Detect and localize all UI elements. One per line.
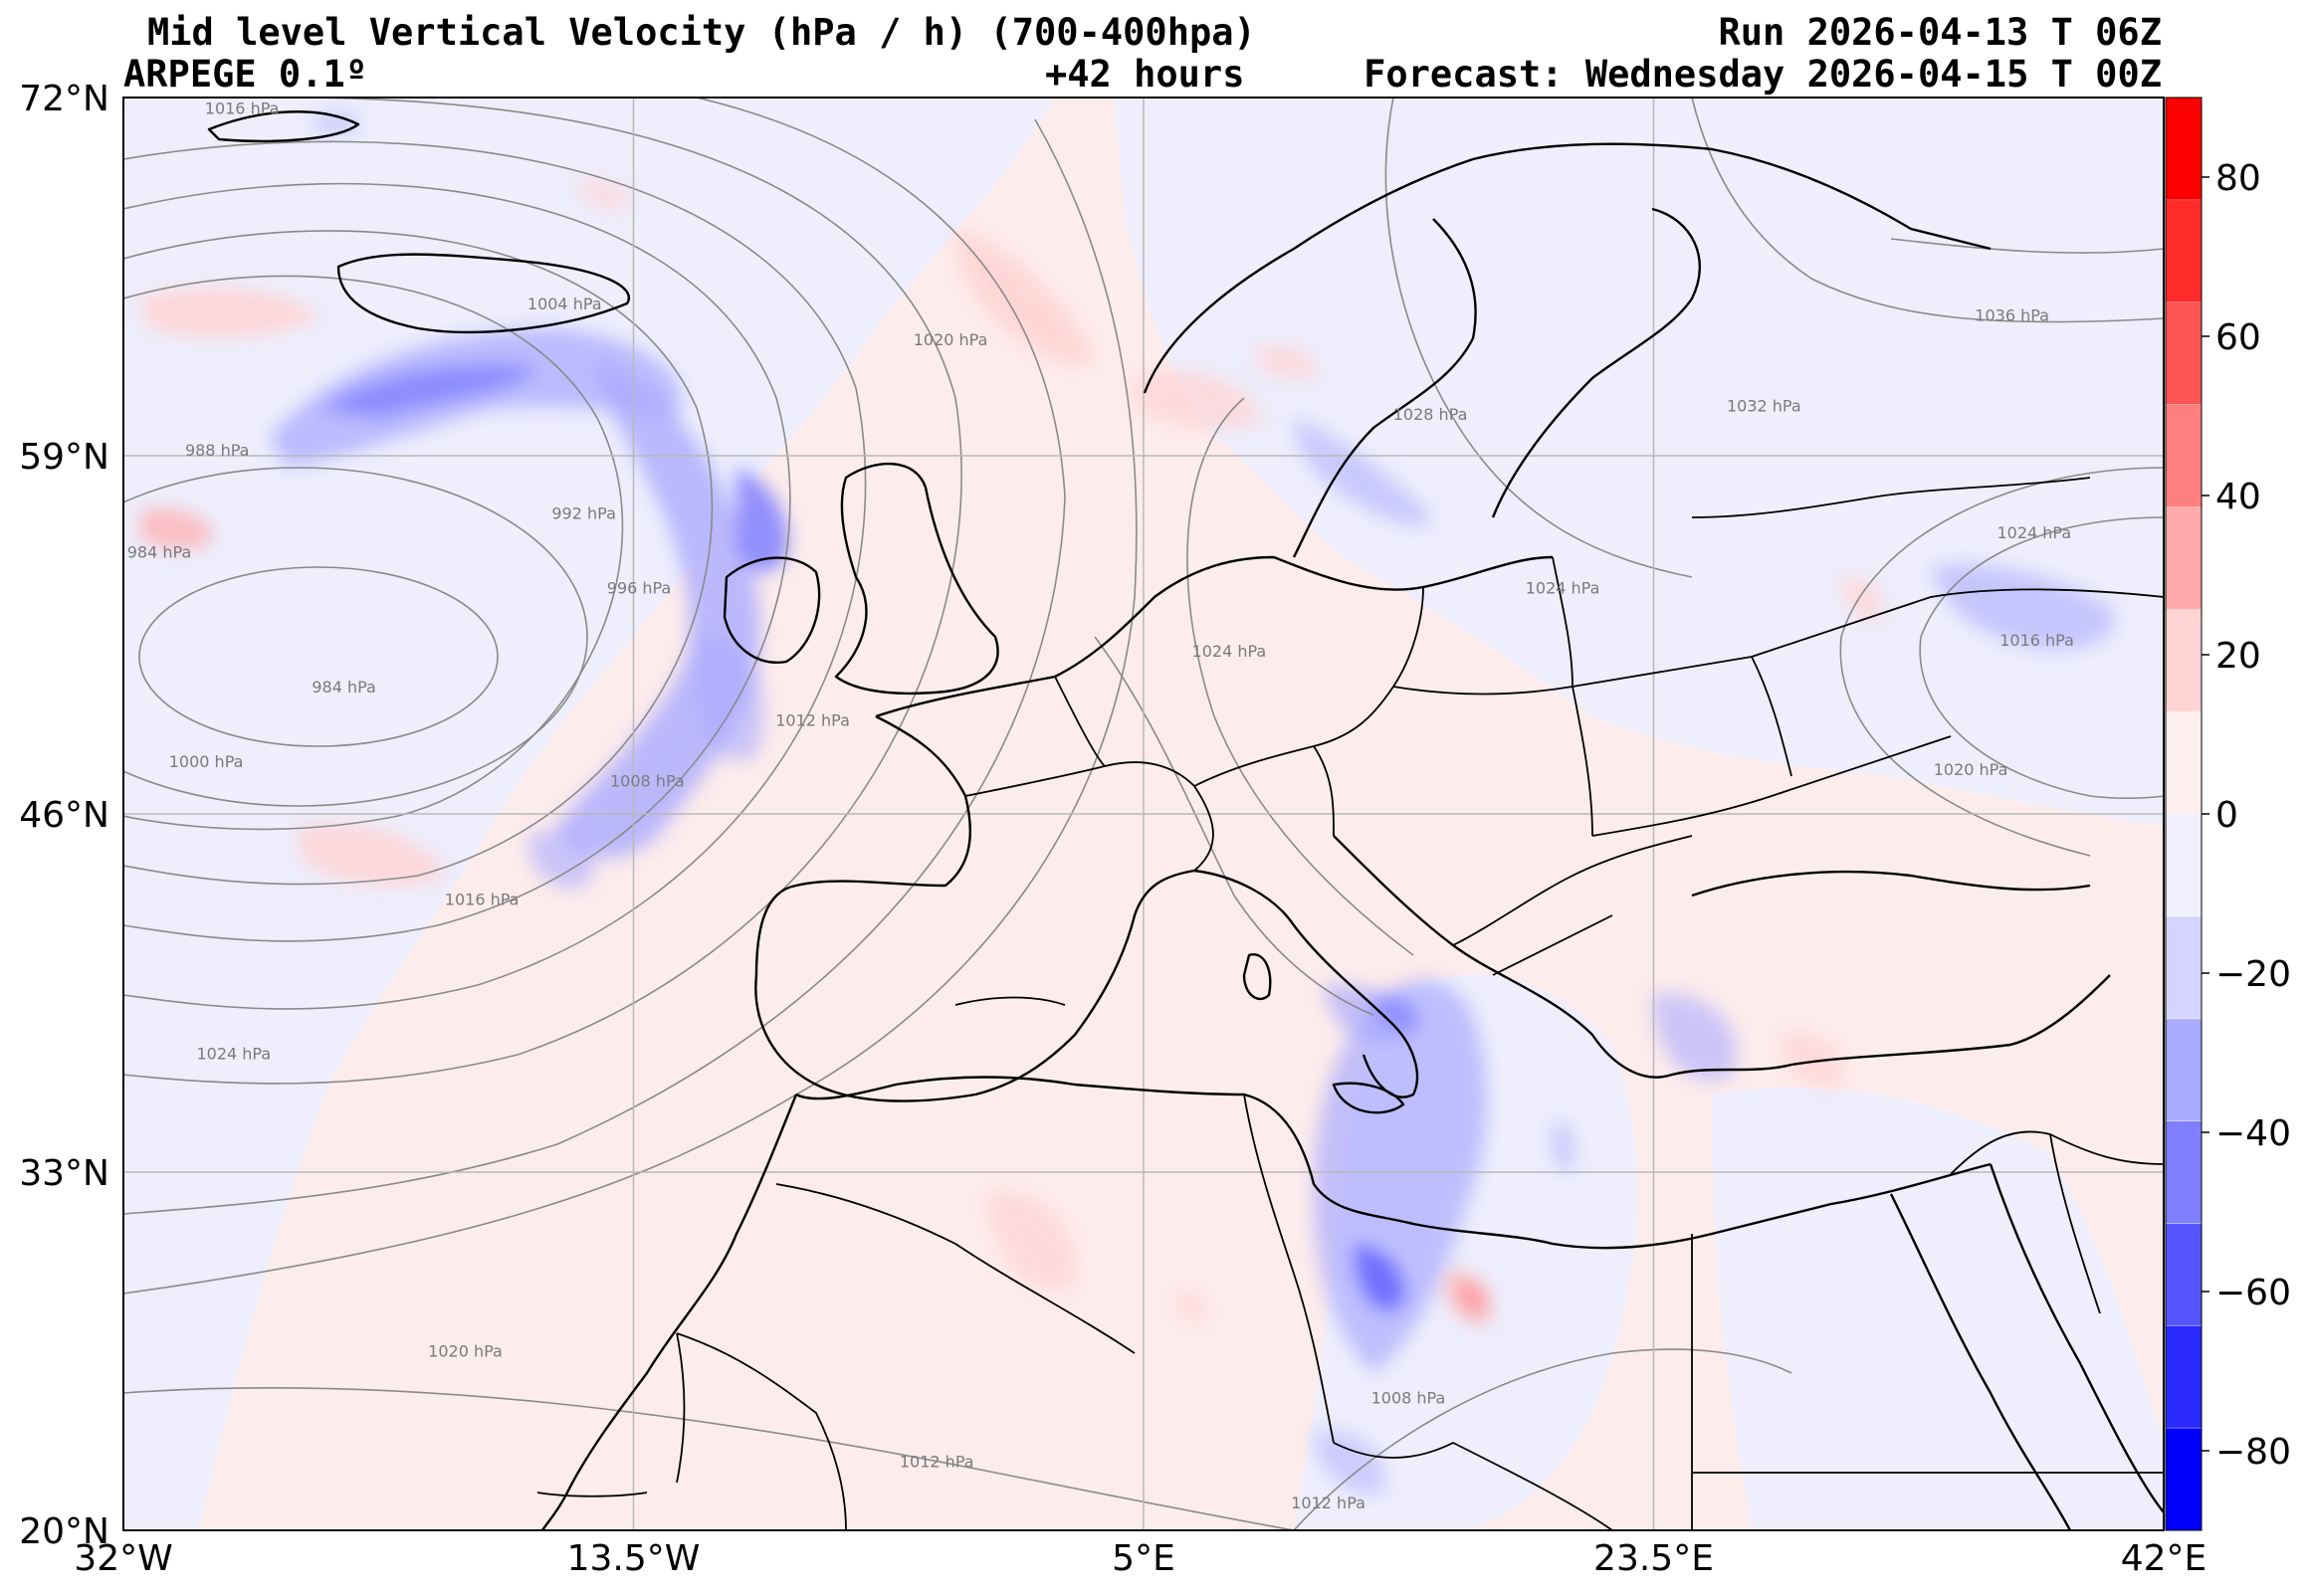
colorbar-tick-label: 40 bbox=[2215, 477, 2261, 517]
colorbar-segment bbox=[2166, 916, 2202, 1019]
colorbar-segment bbox=[2166, 506, 2202, 609]
isobar-label: 1020 hPa bbox=[914, 330, 988, 349]
isobar-label: 1016 hPa bbox=[1999, 631, 2074, 650]
colorbar-segment bbox=[2166, 1325, 2202, 1428]
isobar-label: 1016 hPa bbox=[445, 890, 520, 908]
colorbar: 80 60 40 20 0 −20 −40 −60 −80 bbox=[2166, 98, 2291, 1531]
lon-tick-label: 32°W bbox=[74, 1538, 172, 1579]
colorbar-segment bbox=[2166, 405, 2202, 507]
lon-tick-label: 42°E bbox=[2121, 1538, 2207, 1579]
isobar-label: 1024 hPa bbox=[196, 1044, 271, 1063]
isobar-label: 1020 hPa bbox=[1934, 760, 2008, 779]
colorbar-tick-label: −80 bbox=[2215, 1432, 2291, 1473]
colorbar-tick-label: 60 bbox=[2215, 317, 2261, 358]
lat-tick-label: 46°N bbox=[19, 795, 109, 836]
lon-tick-label: 5°E bbox=[1112, 1538, 1175, 1579]
colorbar-segment bbox=[2166, 1428, 2202, 1530]
isobar-label: 1012 hPa bbox=[1291, 1494, 1365, 1512]
colorbar-tick-label: −40 bbox=[2215, 1113, 2291, 1154]
isobar-label: 1000 hPa bbox=[169, 752, 244, 771]
lat-tick-label: 33°N bbox=[19, 1153, 109, 1194]
colorbar-segment bbox=[2166, 1223, 2202, 1325]
isobar-label: 1016 hPa bbox=[205, 100, 280, 118]
colorbar-segment bbox=[2166, 98, 2202, 200]
colorbar-segment bbox=[2166, 1121, 2202, 1224]
isobar-label: 1024 hPa bbox=[1192, 642, 1267, 661]
colorbar-tick-label: −20 bbox=[2215, 954, 2291, 995]
latitude-labels: 72°N59°N46°N33°N20°N bbox=[19, 79, 109, 1552]
isobar-label: 1024 hPa bbox=[1996, 523, 2071, 542]
colorbar-tick-label: −60 bbox=[2215, 1273, 2291, 1313]
isobar-label: 984 hPa bbox=[312, 678, 376, 697]
colorbar-segment bbox=[2166, 200, 2202, 302]
colorbar-segment bbox=[2166, 302, 2202, 405]
colorbar-segment bbox=[2166, 1019, 2202, 1121]
isobar-label: 1008 hPa bbox=[1371, 1389, 1446, 1408]
isobar-label: 988 hPa bbox=[185, 441, 250, 460]
colorbar-tick-label: 0 bbox=[2215, 795, 2238, 836]
isobar-label: 1024 hPa bbox=[1526, 578, 1600, 597]
colorbar-segment bbox=[2166, 609, 2202, 711]
longitude-labels: 32°W 13.5°W 5°E 23.5°E 42°E bbox=[74, 1538, 2206, 1579]
colorbar-segment bbox=[2166, 814, 2202, 916]
colorbar-segment bbox=[2166, 711, 2202, 814]
lon-tick-label: 13.5°W bbox=[567, 1538, 701, 1579]
isobar-label: 1020 hPa bbox=[428, 1342, 503, 1361]
lat-tick-label: 72°N bbox=[19, 79, 109, 119]
isobar-label: 1032 hPa bbox=[1727, 397, 1801, 416]
isobar-label: 984 hPa bbox=[127, 542, 192, 561]
isobar-label: 1028 hPa bbox=[1393, 405, 1468, 424]
isobar-label: 1012 hPa bbox=[900, 1452, 974, 1471]
isobar-label: 1008 hPa bbox=[610, 771, 685, 790]
isobar-label: 992 hPa bbox=[551, 504, 616, 523]
isobar-label: 1036 hPa bbox=[1975, 305, 2049, 324]
colorbar-tick-label: 20 bbox=[2215, 636, 2261, 677]
lon-tick-label: 23.5°E bbox=[1593, 1538, 1714, 1579]
lat-tick-label: 59°N bbox=[19, 437, 109, 478]
isobar-label: 1004 hPa bbox=[527, 295, 602, 313]
isobar-label: 1012 hPa bbox=[775, 710, 850, 729]
isobar-label: 996 hPa bbox=[607, 578, 672, 597]
colorbar-tick-label: 80 bbox=[2215, 158, 2261, 199]
